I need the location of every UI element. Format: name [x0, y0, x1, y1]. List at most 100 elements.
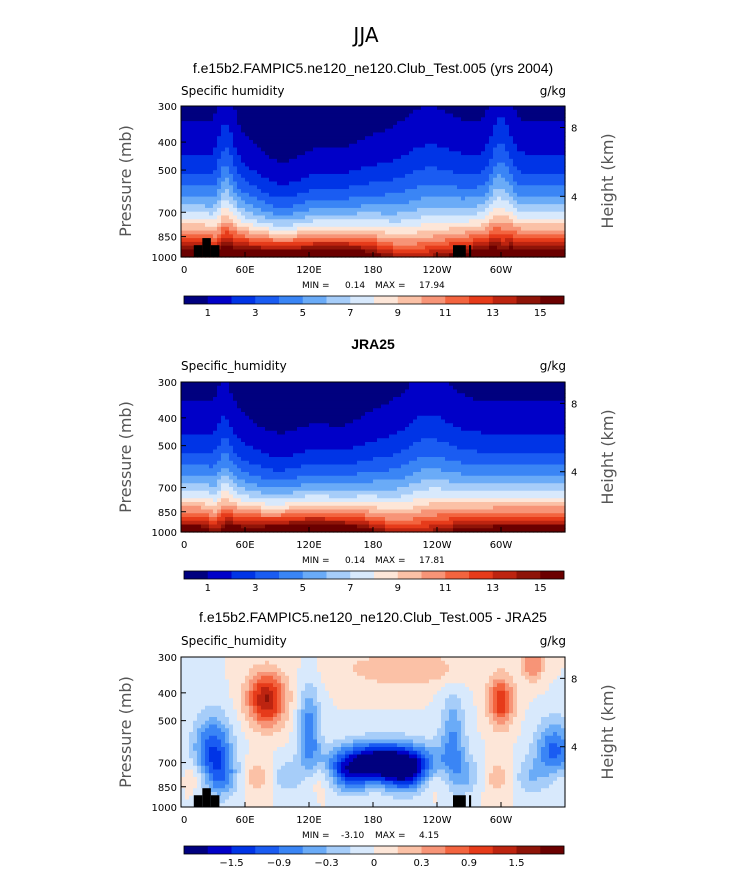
colorbar-label: 3 [252, 308, 258, 319]
min-label: MIN = [302, 556, 330, 566]
heatmap-cell [377, 249, 382, 254]
heatmap-cell [453, 234, 458, 239]
heatmap-cell [549, 234, 554, 239]
heatmap-cell [213, 106, 218, 111]
heatmap-cell [485, 151, 490, 156]
heatmap-cell [401, 106, 406, 111]
heatmap-cell [373, 173, 378, 179]
heatmap-cell [421, 219, 426, 224]
heatmap-cell [429, 128, 434, 134]
heatmap-cell [245, 192, 250, 198]
heatmap-cell [281, 498, 286, 503]
heatmap-cell [269, 128, 274, 134]
heatmap-cell [373, 128, 378, 134]
heatmap-cell [397, 219, 402, 224]
heatmap-cell [257, 106, 262, 111]
heatmap-cell [221, 464, 226, 469]
heatmap-cell [253, 483, 258, 488]
heatmap-cell [405, 132, 410, 137]
heatmap-cell [285, 124, 290, 130]
heatmap-cell [449, 136, 454, 141]
heatmap-cell [301, 121, 306, 126]
heatmap-cell [253, 490, 258, 496]
heatmap-cell [233, 524, 238, 529]
heatmap-cell [489, 238, 494, 243]
heatmap-cell [501, 143, 506, 149]
heatmap-cell [281, 460, 286, 466]
heatmap-cell [209, 147, 214, 152]
heatmap-cell [241, 457, 246, 462]
heatmap-cell [421, 230, 426, 235]
heatmap-cell [325, 177, 330, 183]
heatmap-cell [473, 132, 478, 137]
heatmap-cell [453, 226, 458, 232]
heatmap-cell [453, 151, 458, 156]
heatmap-cell [421, 128, 426, 134]
heatmap-cell [401, 177, 406, 183]
heatmap-cell [453, 185, 458, 190]
heatmap-cell [333, 158, 338, 164]
heatmap-cell [341, 166, 346, 171]
heatmap-cell [245, 415, 250, 421]
heatmap-cell [225, 479, 230, 484]
heatmap-cell [213, 189, 218, 194]
heatmap-cell [277, 177, 282, 183]
heatmap-cell [361, 139, 366, 145]
heatmap-cell [285, 192, 290, 198]
heatmap-cell [413, 136, 418, 141]
heatmap-cell [393, 223, 398, 228]
heatmap-cell [345, 121, 350, 126]
heatmap-cell [409, 253, 414, 258]
heatmap-cell [205, 389, 210, 394]
heatmap-cell [417, 189, 422, 194]
heatmap-cell [189, 449, 194, 454]
heatmap-cell [181, 393, 186, 398]
heatmap-cell [281, 385, 286, 391]
heatmap-cell [433, 170, 438, 175]
heatmap-cell [517, 185, 522, 190]
heatmap-cell [425, 128, 430, 134]
heatmap-cell [365, 151, 370, 156]
heatmap-cell [225, 173, 230, 179]
heatmap-cell [501, 170, 506, 175]
heatmap-cell [193, 468, 198, 473]
heatmap-cell [381, 170, 386, 175]
heatmap-cell [481, 230, 486, 235]
heatmap-cell [277, 109, 282, 115]
heatmap-cell [281, 238, 286, 243]
heatmap-cell [233, 423, 238, 428]
heatmap-cell [453, 196, 458, 201]
heatmap-cell [197, 170, 202, 175]
topography-block [210, 245, 220, 257]
heatmap-cell [201, 234, 206, 239]
heatmap-cell [233, 412, 238, 417]
heatmap-cell [437, 204, 442, 209]
heatmap-cell [457, 207, 462, 213]
heatmap-cell [465, 200, 470, 205]
heatmap-cell [281, 397, 286, 402]
heatmap-cell [421, 253, 426, 258]
heatmap-cell [429, 241, 434, 247]
heatmap-cell [369, 124, 374, 130]
heatmap-cell [437, 207, 442, 213]
heatmap-cell [369, 177, 374, 183]
heatmap-cell [253, 181, 258, 186]
heatmap-cell [409, 211, 414, 217]
heatmap-cell [261, 389, 266, 394]
heatmap-cell [333, 207, 338, 213]
heatmap-cell [257, 166, 262, 171]
heatmap-cell [285, 241, 290, 247]
heatmap-cell [413, 192, 418, 198]
heatmap-cell [181, 170, 186, 175]
heatmap-cell [221, 241, 226, 247]
heatmap-cell [217, 124, 222, 130]
heatmap-cell [425, 155, 430, 160]
heatmap-cell [189, 472, 194, 477]
heatmap-cell [221, 136, 226, 141]
heatmap-cell [209, 389, 214, 394]
heatmap-cell [401, 158, 406, 164]
heatmap-cell [301, 226, 306, 232]
heatmap-cell [397, 109, 402, 115]
heatmap-cell [345, 192, 350, 198]
heatmap-cell [373, 136, 378, 141]
